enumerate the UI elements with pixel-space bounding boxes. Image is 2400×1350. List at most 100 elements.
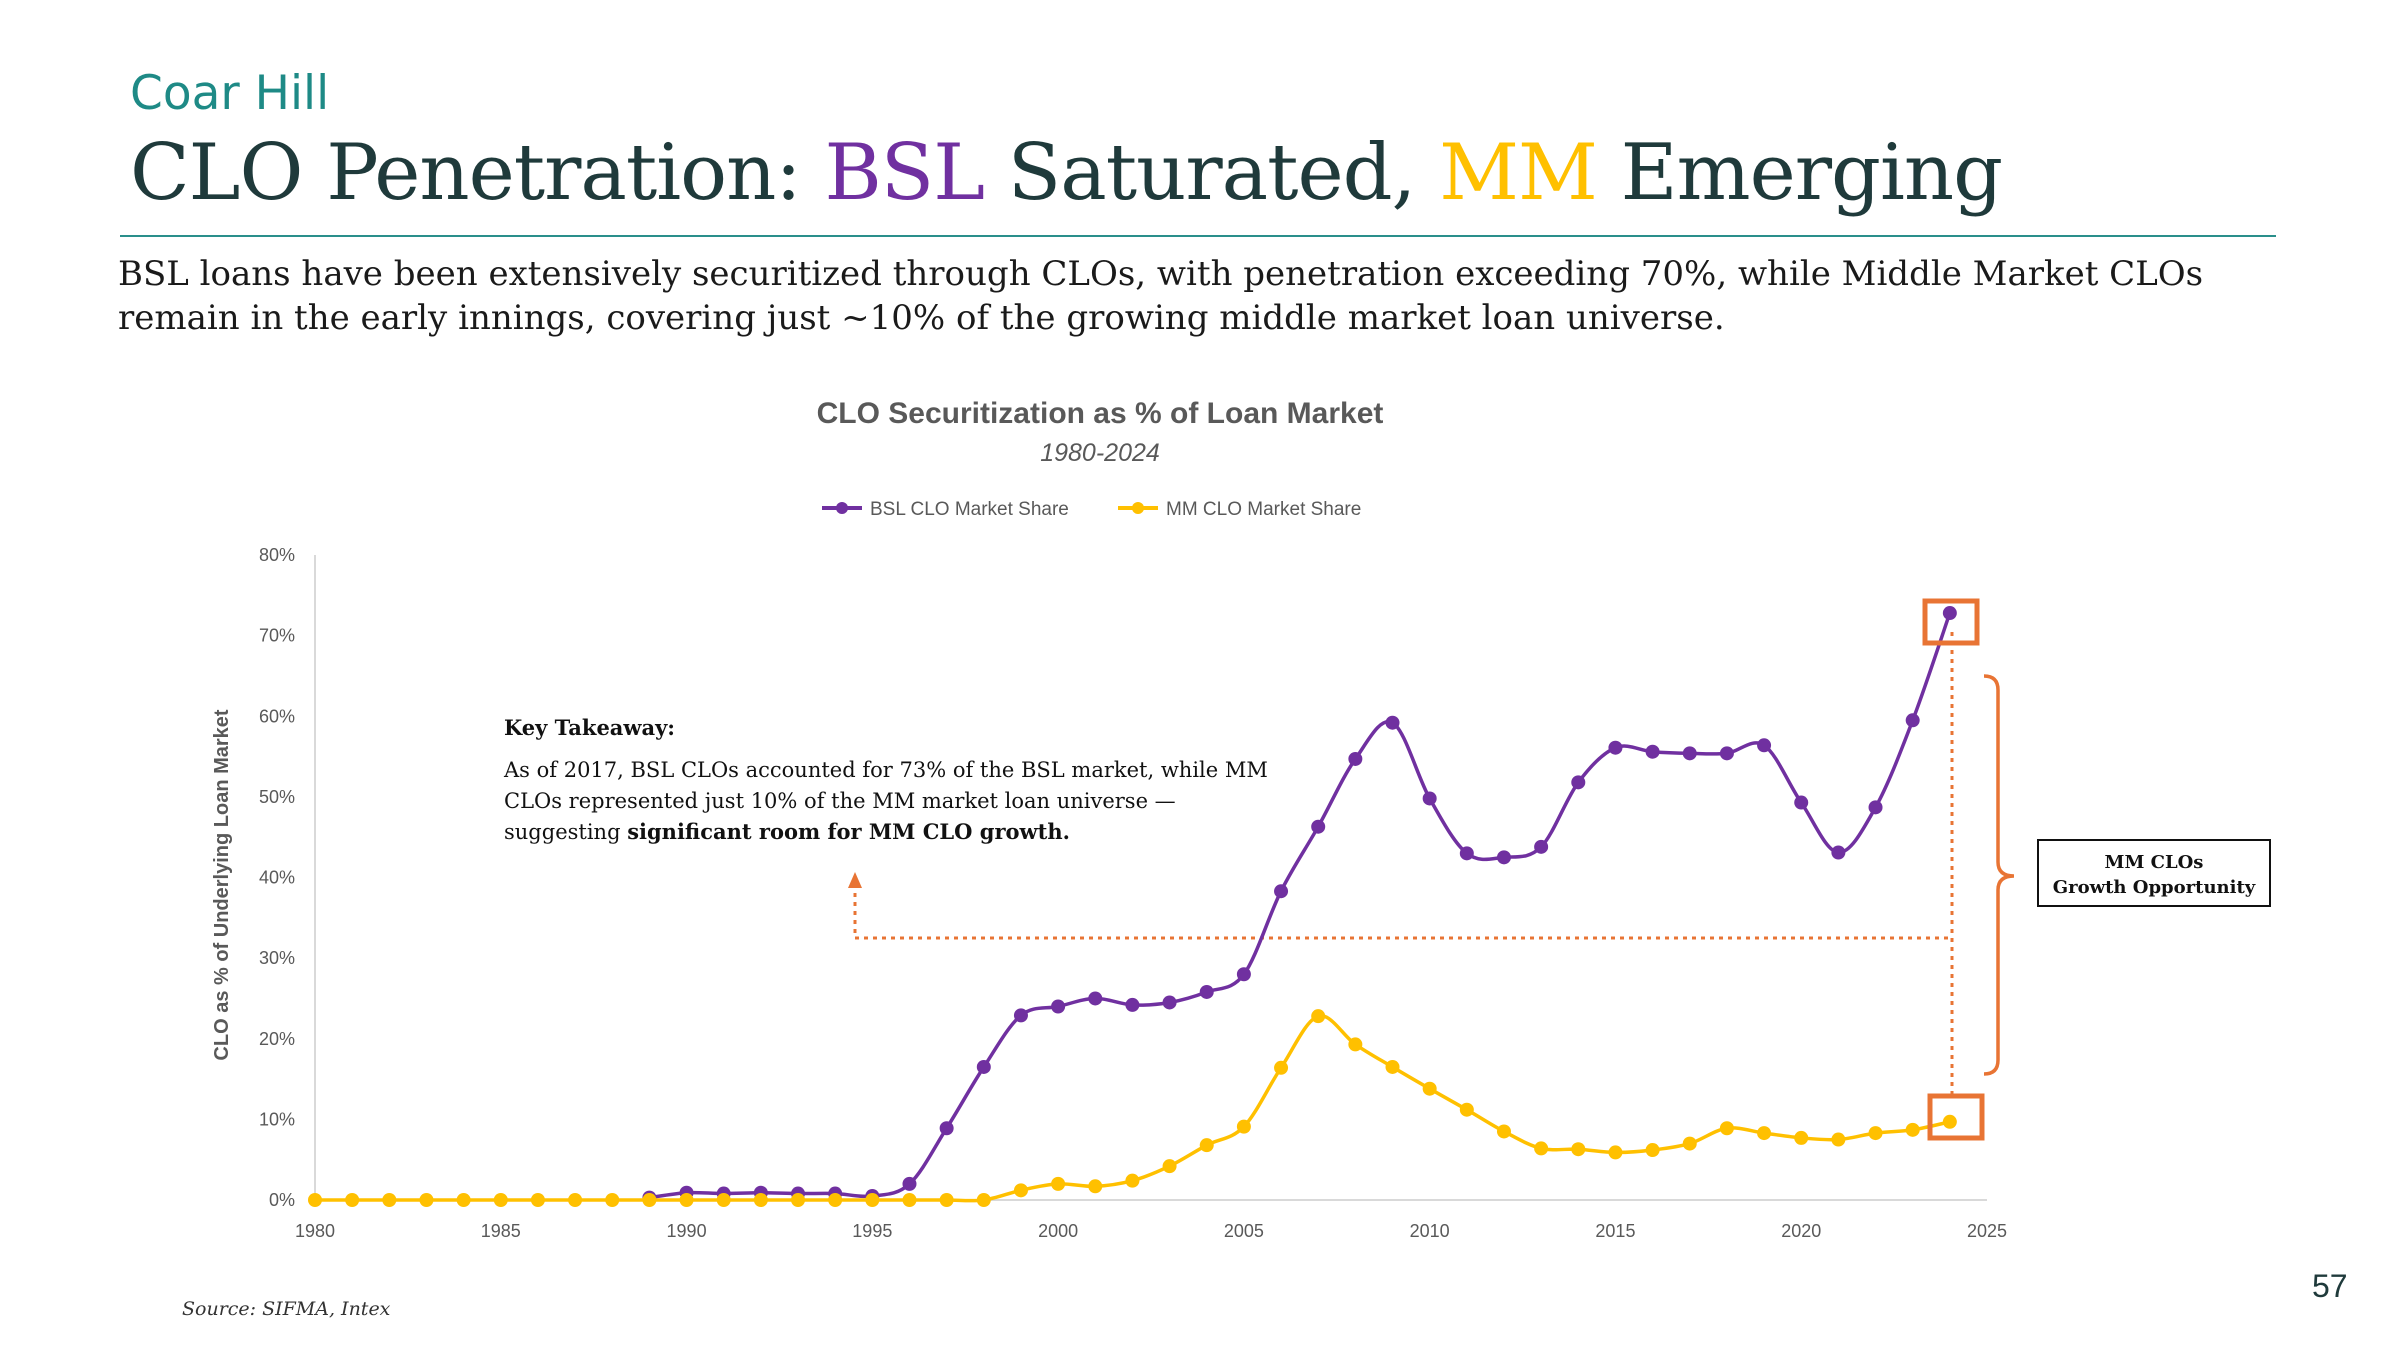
key-takeaway-line1: As of 2017, BSL CLOs accounted for 73% o… bbox=[503, 758, 1268, 782]
mm-data-point bbox=[530, 1193, 545, 1207]
mm-data-point bbox=[568, 1193, 583, 1207]
x-tick-label: 2010 bbox=[1410, 1221, 1450, 1241]
mm-data-point bbox=[791, 1193, 806, 1207]
x-tick-label: 2000 bbox=[1038, 1221, 1078, 1241]
key-takeaway: Key Takeaway: As of 2017, BSL CLOs accou… bbox=[503, 715, 1268, 844]
page-number: 57 bbox=[2312, 1268, 2348, 1304]
x-tick-label: 2005 bbox=[1224, 1221, 1264, 1241]
key-takeaway-heading: Key Takeaway: bbox=[504, 715, 675, 740]
title-mm: MM bbox=[1439, 128, 1598, 218]
title-bsl: BSL bbox=[824, 128, 985, 218]
mm-data-point bbox=[642, 1193, 657, 1207]
mm-2024-highlight-box bbox=[1927, 1093, 1985, 1141]
bsl-data-point bbox=[1905, 713, 1920, 728]
mm-data-point bbox=[1794, 1130, 1809, 1145]
bsl-data-point bbox=[1162, 995, 1177, 1010]
mm-data-point bbox=[1013, 1183, 1028, 1198]
title-part-1: CLO Penetration: bbox=[130, 128, 825, 218]
title-divider bbox=[120, 235, 2276, 237]
bsl-data-point bbox=[1831, 845, 1846, 860]
growth-callout-box: MM CLOs Growth Opportunity bbox=[2037, 839, 2271, 907]
bsl-data-point bbox=[1422, 791, 1437, 806]
growth-bracket bbox=[1983, 674, 2015, 1076]
y-tick-label: 40% bbox=[259, 868, 295, 888]
bsl-data-point bbox=[1013, 1008, 1028, 1023]
mm-data-point bbox=[1274, 1060, 1289, 1075]
source-note: Source: SIFMA, Intex bbox=[182, 1298, 391, 1320]
growth-callout-line1: MM CLOs bbox=[2105, 852, 2204, 873]
title-part-3: Emerging bbox=[1596, 128, 2003, 218]
bsl-data-point bbox=[1459, 846, 1474, 861]
y-tick-label: 0% bbox=[269, 1190, 295, 1210]
bsl-series-line bbox=[649, 612, 1952, 1200]
mm-data-point bbox=[1125, 1173, 1140, 1188]
bsl-data-point bbox=[1942, 606, 1957, 621]
growth-callout-line2: Growth Opportunity bbox=[2053, 877, 2256, 898]
y-tick-label: 70% bbox=[259, 626, 295, 646]
bsl-data-point bbox=[902, 1176, 917, 1191]
x-tick-label: 2015 bbox=[1595, 1221, 1635, 1241]
mm-data-point bbox=[828, 1193, 843, 1207]
chart-title: CLO Securitization as % of Loan Market bbox=[817, 397, 1384, 430]
mm-data-point bbox=[1942, 1114, 1957, 1129]
mm-data-point bbox=[1459, 1102, 1474, 1117]
bsl-data-point bbox=[1199, 984, 1214, 999]
mm-data-point bbox=[1199, 1138, 1214, 1153]
y-tick-label: 50% bbox=[259, 787, 295, 807]
y-tick-label: 20% bbox=[259, 1029, 295, 1049]
mm-data-point bbox=[902, 1193, 917, 1207]
mm-data-point bbox=[1868, 1126, 1883, 1141]
bsl-data-point bbox=[1125, 997, 1140, 1012]
mm-data-point bbox=[1831, 1132, 1846, 1147]
x-tick-label: 2020 bbox=[1781, 1221, 1821, 1241]
legend-mm-label: MM CLO Market Share bbox=[1166, 499, 1361, 520]
bsl-data-point bbox=[1311, 819, 1326, 834]
mm-data-point bbox=[1719, 1121, 1734, 1136]
bsl-2024-highlight-box bbox=[1922, 598, 1980, 646]
legend-bsl-label: BSL CLO Market Share bbox=[870, 499, 1069, 520]
bsl-data-point bbox=[939, 1121, 954, 1136]
x-tick-label: 2025 bbox=[1967, 1221, 2007, 1241]
bsl-data-point bbox=[1868, 800, 1883, 815]
mm-data-point bbox=[976, 1193, 991, 1207]
page-subtitle: BSL loans have been extensively securiti… bbox=[118, 254, 2204, 338]
mm-data-point bbox=[679, 1193, 694, 1207]
mm-data-point bbox=[1311, 1009, 1326, 1024]
mm-data-point bbox=[1385, 1059, 1400, 1074]
key-takeaway-line3-bold: significant room for MM CLO growth. bbox=[627, 819, 1070, 844]
bsl-data-point bbox=[1274, 884, 1289, 899]
mm-data-point bbox=[1051, 1176, 1066, 1191]
y-tick-label: 80% bbox=[259, 545, 295, 565]
series-layer bbox=[308, 606, 1957, 1207]
legend-mm-marker bbox=[1132, 502, 1144, 514]
bsl-data-point bbox=[1645, 744, 1660, 759]
bsl-data-point bbox=[1051, 999, 1066, 1014]
bsl-data-point bbox=[1496, 850, 1511, 865]
page-title: CLO Penetration: BSL Saturated, MM Emerg… bbox=[130, 128, 2003, 218]
mm-data-point bbox=[345, 1193, 360, 1207]
y-tick-label: 10% bbox=[259, 1109, 295, 1129]
title-part-2: Saturated, bbox=[984, 128, 1440, 218]
mm-data-point bbox=[865, 1193, 880, 1207]
mm-data-point bbox=[1162, 1159, 1177, 1174]
x-tick-label: 1980 bbox=[295, 1221, 335, 1241]
mm-series-line bbox=[314, 1014, 1951, 1203]
mm-data-point bbox=[1348, 1037, 1363, 1052]
mm-data-point bbox=[753, 1193, 768, 1207]
bsl-data-point bbox=[1348, 751, 1363, 766]
bsl-data-point bbox=[1571, 775, 1586, 790]
mm-data-point bbox=[605, 1193, 620, 1207]
mm-data-point bbox=[419, 1193, 434, 1207]
bsl-data-point bbox=[1719, 746, 1734, 761]
growth-callout-border bbox=[2037, 839, 2271, 907]
x-tick-label: 1995 bbox=[852, 1221, 892, 1241]
y-tick-label: 60% bbox=[259, 706, 295, 726]
mm-data-point bbox=[1645, 1143, 1660, 1158]
mm-data-point bbox=[1571, 1142, 1586, 1157]
mm-data-point bbox=[1757, 1126, 1772, 1141]
mm-data-point bbox=[308, 1193, 322, 1207]
bsl-data-point bbox=[976, 1059, 991, 1074]
chart-subtitle: 1980-2024 bbox=[1040, 439, 1160, 467]
mm-data-point bbox=[382, 1193, 397, 1207]
